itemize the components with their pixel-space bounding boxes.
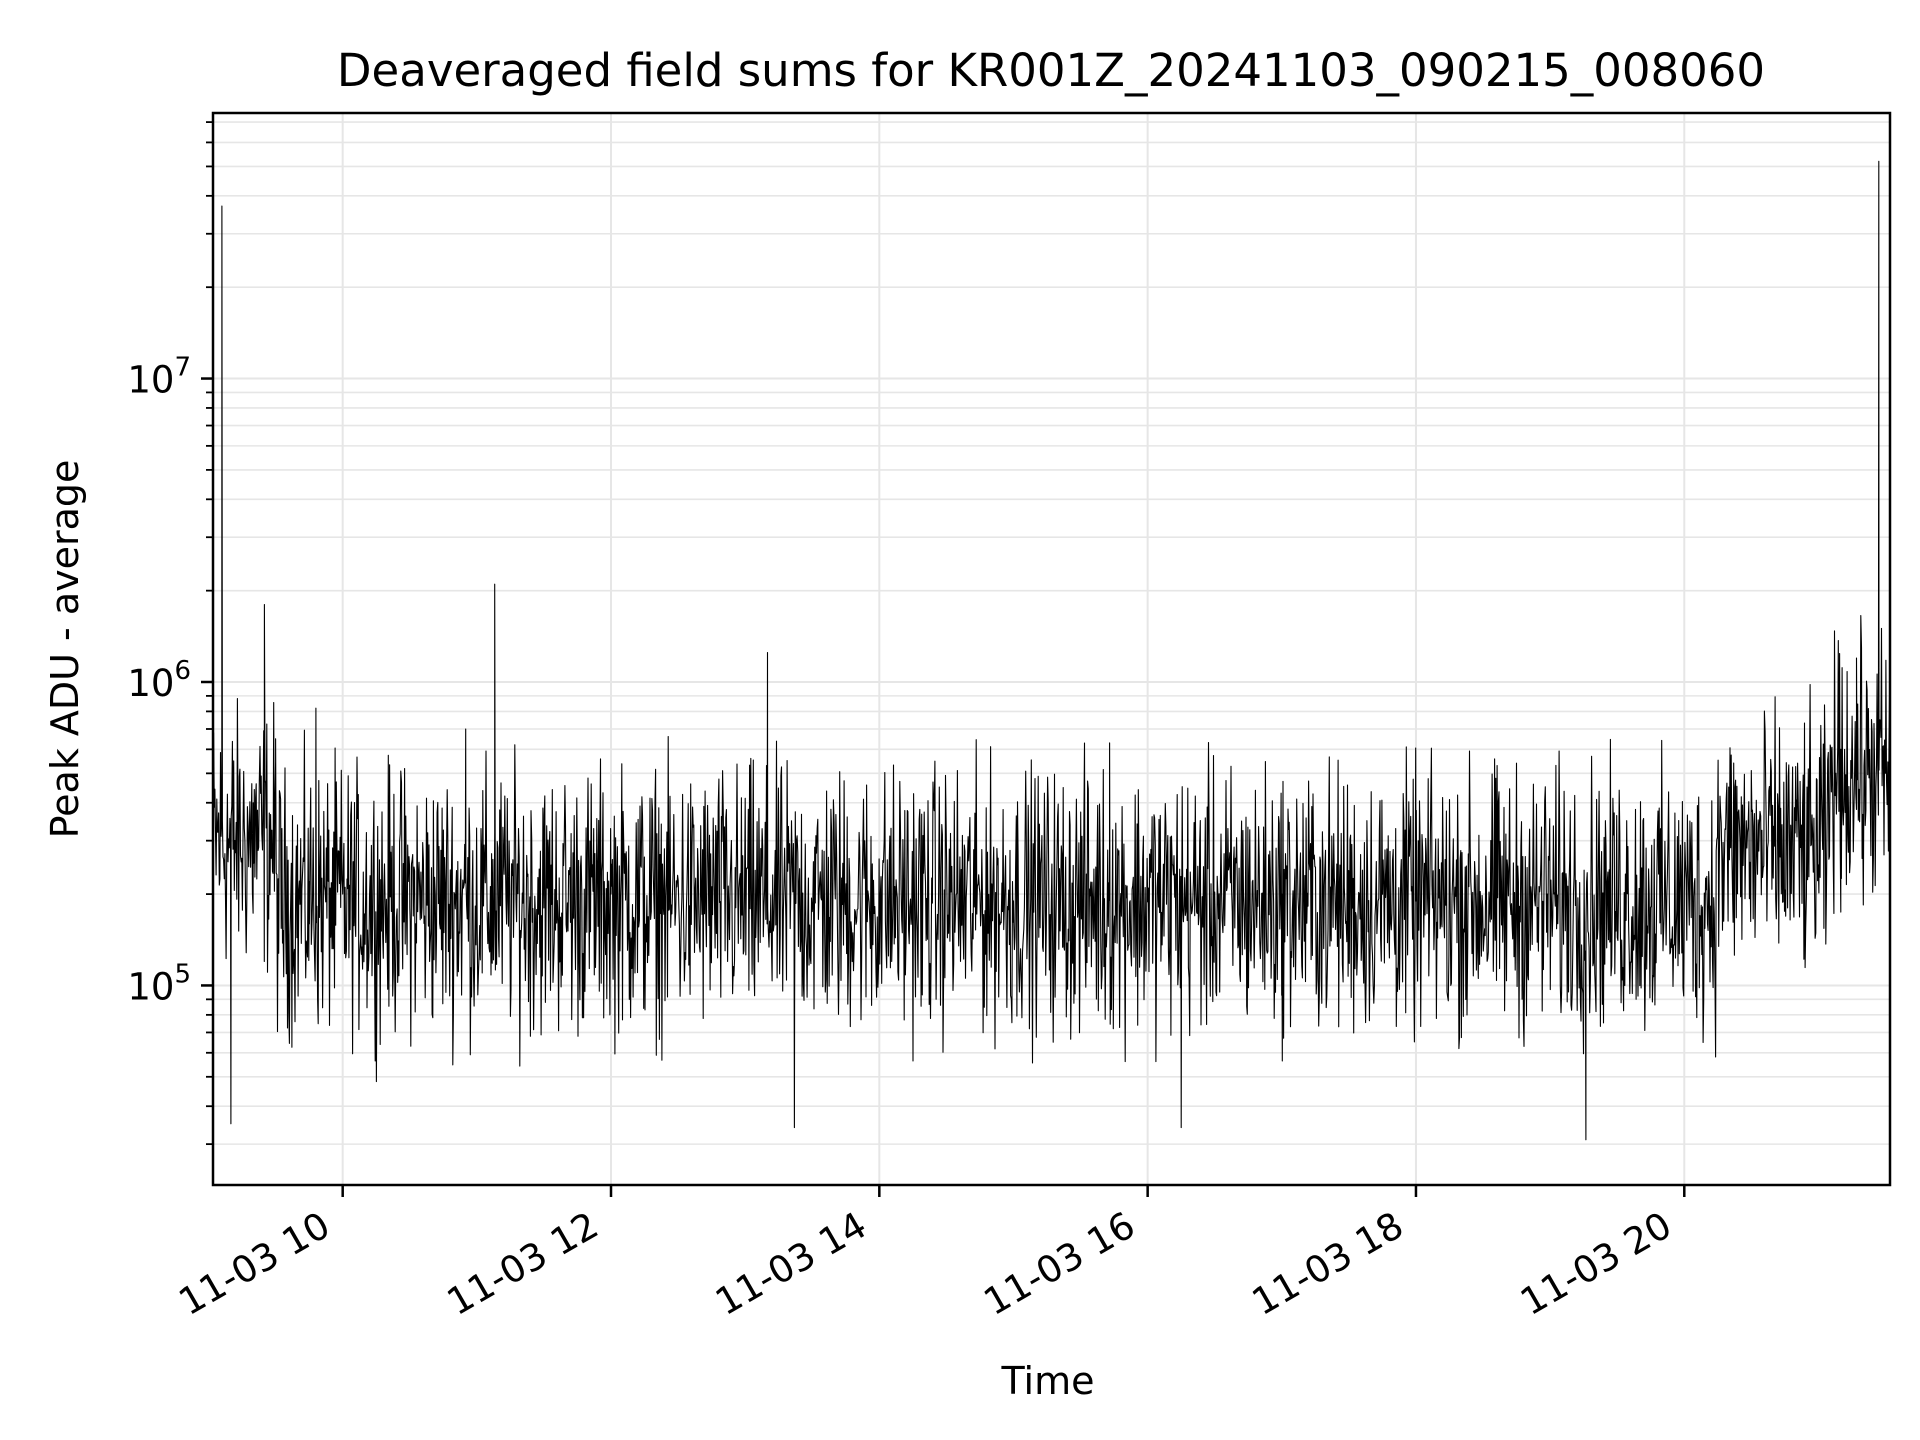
y-tick-label: 105 (127, 959, 191, 1008)
y-axis-label: Peak ADU - average (43, 460, 87, 839)
axes-frame (211, 111, 1892, 1187)
grid (213, 113, 1890, 1185)
series-line (212, 160, 1891, 1141)
y-tick-label: 107 (127, 353, 191, 402)
x-axis-label: Time (1001, 1359, 1095, 1403)
plot-area (212, 160, 1891, 1141)
y-axis-ticks: 105 106 107 (127, 121, 213, 1146)
chart-title: Deaveraged field sums for KR001Z_2024110… (337, 44, 1765, 97)
y-tick-label: 106 (127, 656, 191, 705)
